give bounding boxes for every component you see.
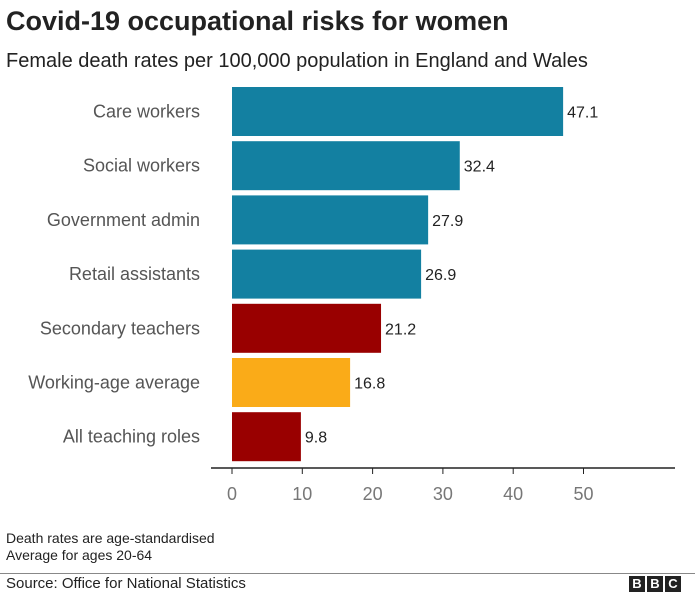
x-tick-label: 0 (227, 484, 237, 504)
note-2: Average for ages 20-64 (6, 547, 153, 563)
category-label: Working-age average (28, 373, 200, 393)
bar (232, 195, 429, 245)
category-label: Secondary teachers (40, 318, 200, 338)
bar (232, 303, 382, 353)
x-tick-label: 50 (573, 484, 593, 504)
note-1: Death rates are age-standardised (6, 530, 215, 546)
source: Source: Office for National Statistics (6, 575, 246, 592)
bar (232, 358, 351, 407)
category-label: Government admin (47, 210, 200, 230)
bar (232, 249, 422, 299)
category-label: All teaching roles (63, 427, 200, 447)
data-label: 21.2 (385, 321, 416, 338)
x-tick-label: 10 (292, 484, 312, 504)
bar (232, 141, 460, 191)
x-tick-label: 20 (363, 484, 383, 504)
x-tick-label: 40 (503, 484, 523, 504)
divider (0, 573, 695, 574)
category-label: Care workers (93, 102, 200, 122)
data-label: 27.9 (432, 213, 463, 230)
chart-title: Covid-19 occupational risks for women (6, 6, 509, 36)
data-label: 32.4 (464, 159, 495, 176)
chart-subtitle: Female death rates per 100,000 populatio… (6, 50, 588, 72)
data-label: 47.1 (567, 105, 598, 122)
data-label: 9.8 (305, 430, 327, 447)
bar (232, 87, 564, 136)
category-label: Retail assistants (69, 264, 200, 284)
data-label: 26.9 (425, 267, 456, 284)
bar (232, 412, 301, 462)
x-tick-label: 30 (433, 484, 453, 504)
category-label: Social workers (83, 156, 200, 176)
data-label: 16.8 (354, 376, 385, 393)
